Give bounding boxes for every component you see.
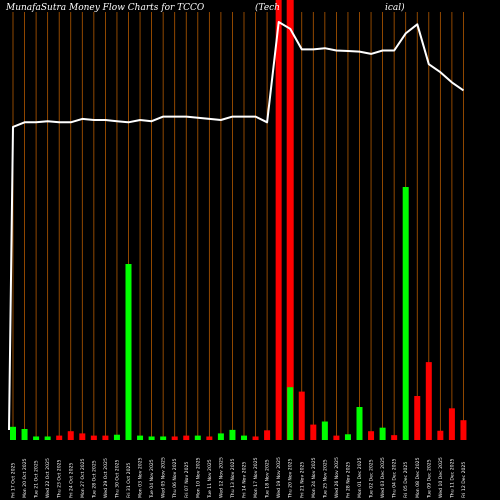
x-tick-label: Tue 04 Nov 2025	[149, 459, 155, 499]
x-tick-label: Thu 13 Nov 2025	[230, 458, 236, 499]
volume-bar	[298, 391, 305, 440]
x-tick-label: Wed 29 Oct 2025	[103, 458, 109, 498]
volume-bar	[137, 435, 144, 440]
x-tick-label: Tue 02 Dec 2025	[369, 459, 375, 499]
chart-title: MunafaSutra Money Flow Charts for TCCO	[5, 3, 205, 13]
x-tick-label: Fri 07 Nov 2025	[184, 462, 190, 498]
x-tick-label: Fri 24 Oct 2025	[68, 463, 74, 498]
x-tick-label: Wed 10 Dec 2025	[438, 457, 444, 498]
x-tick-label: Mon 17 Nov 2025	[253, 457, 259, 498]
volume-bar	[241, 435, 247, 440]
volume-bar	[229, 429, 236, 440]
x-tick-label: Wed 22 Oct 2025	[45, 458, 51, 498]
volume-bar	[217, 433, 224, 440]
volume-bar	[171, 436, 178, 440]
x-tick-label: Mon 24 Nov 2025	[311, 457, 317, 498]
volume-bar	[67, 431, 74, 440]
volume-bar	[10, 426, 16, 440]
x-tick-label: Thu 06 Nov 2025	[172, 458, 178, 499]
volume-bar	[414, 396, 421, 440]
x-tick-label: Tue 21 Oct 2025	[34, 460, 40, 499]
x-tick-label: Mon 27 Oct 2025	[80, 458, 86, 498]
volume-bars	[10, 0, 467, 440]
volume-bar	[391, 435, 398, 440]
chart-subtitle-right: ical)	[385, 2, 405, 13]
volume-bar	[379, 427, 386, 440]
volume-bar	[356, 407, 363, 440]
x-tick-label: Fri 12 Dec 2025	[461, 462, 467, 498]
x-tick-label: Wed 19 Nov 2025	[276, 457, 282, 498]
volume-bar	[194, 435, 201, 440]
highlight-column	[286, 0, 294, 440]
volume-bar	[310, 424, 317, 440]
grid-lines	[12, 0, 464, 440]
x-tick-label: Tue 25 Nov 2025	[322, 459, 328, 499]
volume-bar	[333, 435, 340, 440]
x-tick-label: Wed 03 Dec 2025	[380, 457, 386, 498]
x-tick-label: Mon 20 Oct 2025	[22, 458, 28, 498]
x-tick-label: Fri 31 Oct 2025	[126, 463, 132, 498]
volume-bar	[460, 420, 467, 440]
x-tick-label: Wed 26 Nov 2025	[334, 457, 340, 498]
x-tick-label: Fri 17 Oct 2025	[11, 463, 17, 498]
volume-bar	[275, 0, 282, 440]
x-tick-label: Tue 28 Oct 2025	[91, 460, 97, 499]
volume-bar	[102, 435, 109, 440]
volume-bar	[44, 436, 51, 440]
volume-bar	[206, 436, 213, 440]
volume-bar	[33, 436, 40, 440]
x-tick-label: Thu 11 Dec 2025	[449, 458, 455, 499]
volume-bar	[56, 435, 63, 440]
volume-bar	[425, 362, 432, 440]
x-tick-label: Mon 10 Nov 2025	[195, 457, 201, 498]
x-tick-label: Fri 28 Nov 2025	[345, 462, 351, 498]
x-tick-label: Thu 20 Nov 2025	[288, 458, 294, 499]
volume-bar	[125, 264, 132, 440]
x-tick-label: Fri 21 Nov 2025	[299, 462, 305, 498]
volume-bar	[448, 408, 455, 440]
volume-bar	[344, 434, 351, 440]
volume-bar	[264, 430, 271, 440]
x-tick-label: Wed 12 Nov 2025	[218, 457, 224, 498]
volume-bar	[437, 430, 444, 440]
volume-bar	[160, 436, 167, 440]
volume-bar	[113, 434, 120, 440]
x-tick-label: Mon 01 Dec 2025	[357, 457, 363, 498]
money-flow-line	[8, 21, 465, 431]
x-tick-label: Fri 14 Nov 2025	[242, 462, 248, 498]
volume-bar	[148, 436, 155, 440]
volume-bar	[368, 431, 375, 440]
volume-bar	[252, 436, 259, 440]
volume-bar	[183, 435, 190, 440]
x-tick-label: Tue 11 Nov 2025	[207, 459, 213, 499]
chart-subtitle-left: (Tech	[255, 2, 280, 13]
x-axis-tick-labels: Fri 17 Oct 2025 Mon 20 Oct 2025 Tue 21 Oct…	[11, 457, 467, 499]
volume-bar	[21, 429, 28, 440]
x-tick-label: Wed 05 Nov 2025	[161, 457, 167, 498]
x-tick-label: Thu 23 Oct 2025	[57, 459, 63, 499]
volume-bar	[402, 187, 409, 440]
x-tick-label: Mon 03 Nov 2025	[138, 457, 144, 498]
volume-bar	[321, 421, 328, 440]
x-tick-label: Tue 18 Nov 2025	[265, 459, 271, 499]
x-tick-label: Mon 08 Dec 2025	[415, 457, 421, 498]
x-tick-label: Tue 09 Dec 2025	[426, 459, 432, 499]
volume-bar	[90, 435, 97, 440]
volume-bar	[79, 433, 86, 440]
x-tick-label: Fri 05 Dec 2025	[403, 462, 409, 498]
x-tick-label: Thu 04 Dec 2025	[392, 458, 398, 499]
money-flow-line-group	[8, 21, 465, 431]
x-tick-label: Thu 30 Oct 2025	[114, 459, 120, 499]
volume-bar	[287, 387, 294, 440]
